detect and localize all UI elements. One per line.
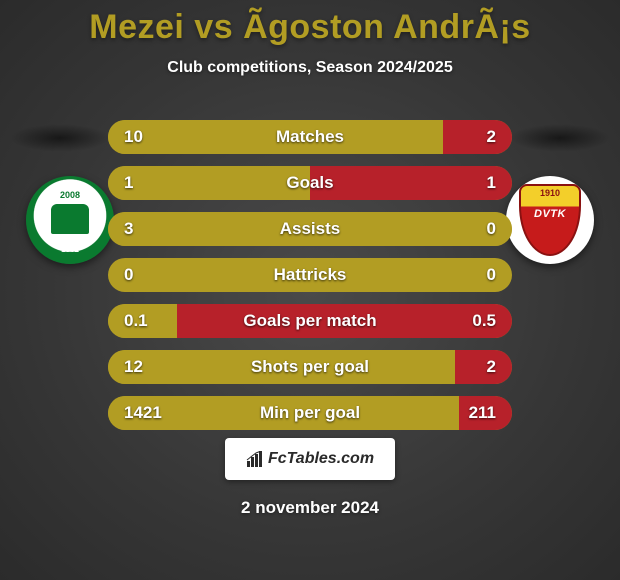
- page-title: Mezei vs Ãgoston AndrÃ¡s: [0, 0, 620, 47]
- stat-row: 102Matches: [108, 120, 512, 154]
- stat-label: Hattricks: [108, 258, 512, 292]
- footer-brand-text: FcTables.com: [268, 450, 374, 468]
- stats-bars: 102Matches 11Goals 30Assists 00Hattricks 0.1…: [108, 120, 512, 442]
- club-logo-left-emblem: [51, 204, 89, 234]
- club-logo-right-shield: [519, 184, 581, 256]
- stat-row: 30Assists: [108, 212, 512, 246]
- stat-label: Shots per goal: [108, 350, 512, 384]
- stat-row: 11Goals: [108, 166, 512, 200]
- shadow-left: [10, 124, 110, 152]
- comparison-infographic: Mezei vs Ãgoston AndrÃ¡s Club competitio…: [0, 0, 620, 580]
- subtitle: Club competitions, Season 2024/2025: [0, 59, 620, 77]
- stat-label: Min per goal: [108, 396, 512, 430]
- stat-row: 1421211Min per goal: [108, 396, 512, 430]
- stat-label: Assists: [108, 212, 512, 246]
- footer-brand: FcTables.com: [246, 450, 374, 468]
- club-logo-right: [506, 176, 594, 264]
- stat-row: 122Shots per goal: [108, 350, 512, 384]
- stat-label: Goals per match: [108, 304, 512, 338]
- stat-label: Goals: [108, 166, 512, 200]
- stat-row: 0.10.5Goals per match: [108, 304, 512, 338]
- stat-row: 00Hattricks: [108, 258, 512, 292]
- bar-chart-icon: [246, 451, 264, 467]
- club-logo-left: [26, 176, 114, 264]
- stat-label: Matches: [108, 120, 512, 154]
- date-text: 2 november 2024: [0, 498, 620, 518]
- footer-brand-box: FcTables.com: [225, 438, 395, 480]
- shadow-right: [510, 124, 610, 152]
